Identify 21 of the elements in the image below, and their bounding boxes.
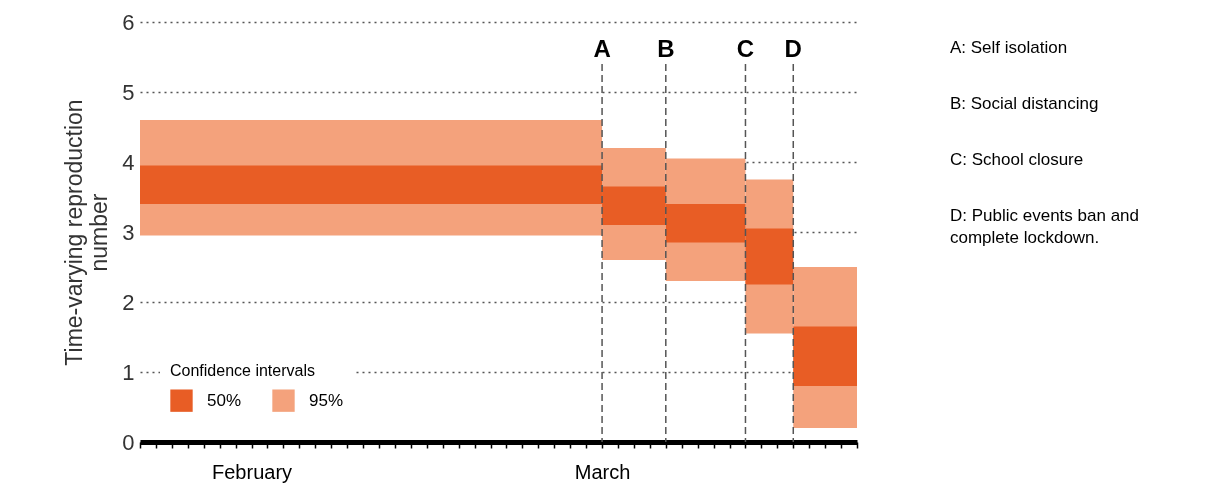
y-tick-label: 0 bbox=[122, 429, 135, 455]
ref-line-label: D bbox=[784, 35, 802, 62]
y-tick-label: 2 bbox=[122, 289, 135, 315]
ref-line-label: A bbox=[593, 35, 611, 62]
legend-label: 95% bbox=[309, 390, 344, 410]
y-tick-label: 4 bbox=[122, 149, 135, 175]
y-tick-label: 6 bbox=[122, 9, 135, 35]
x-tick-label: February bbox=[212, 460, 293, 483]
y-tick-label: 5 bbox=[122, 79, 135, 105]
text: B: Social distancing bbox=[950, 94, 1099, 113]
text: D: Public events ban and complete lockdown. bbox=[950, 206, 1140, 247]
y-tick-label: 1 bbox=[122, 359, 135, 385]
text: A: Self isolation bbox=[950, 38, 1068, 57]
text: C: School closure bbox=[950, 150, 1084, 169]
legend-title: Confidence intervals bbox=[170, 362, 315, 379]
legend-label: 50% bbox=[207, 390, 242, 410]
ref-line-label: B bbox=[657, 35, 675, 62]
ref-line-label: C bbox=[736, 35, 755, 62]
y-axis-title: Time-varying reproduction number bbox=[61, 99, 113, 366]
x-tick-label: March bbox=[574, 460, 631, 483]
y-tick-label: 3 bbox=[122, 219, 135, 245]
